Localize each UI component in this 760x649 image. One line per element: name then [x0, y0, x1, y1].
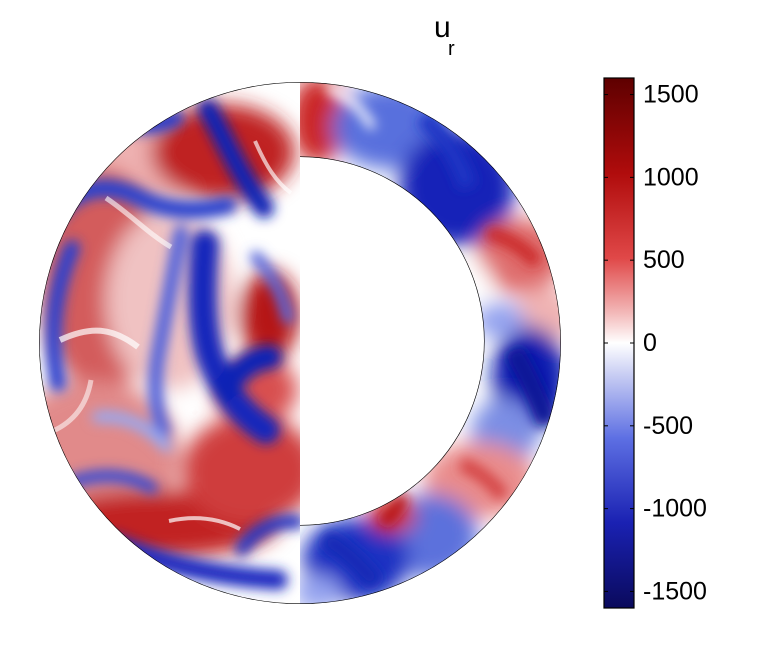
- ring-field: [300, 82, 561, 604]
- left-outline: [39, 82, 301, 604]
- ring-streaks: [319, 84, 557, 590]
- colorbar-tick-label: 500: [643, 246, 685, 274]
- colorbar-tick-label: 0: [643, 329, 657, 357]
- colorbar-tick-label: -500: [643, 412, 693, 440]
- colorbar-tick-label: -1000: [643, 495, 707, 523]
- colorbar-title: u r: [434, 11, 455, 60]
- colorbar-rect: [603, 77, 635, 609]
- title-main: u: [434, 11, 451, 44]
- colorbar-tick-label: 1500: [643, 81, 699, 109]
- colorbar-ticks: 1500 1000 500 0 -500 -1000 -1500: [604, 81, 707, 605]
- title-subscript: r: [448, 38, 455, 60]
- right-shell: [300, 82, 561, 604]
- left-hemisphere: [39, 82, 301, 604]
- colorbar-tick-label: -1500: [643, 577, 707, 605]
- ring-inner-outline: [300, 156, 485, 526]
- left-fine-detail: [51, 140, 293, 531]
- colorbar: 1500 1000 500 0 -500 -1000 -1500: [603, 77, 707, 609]
- colorbar-tick-label: 1000: [643, 163, 699, 191]
- ring-outer-outline: [300, 82, 561, 604]
- left-streaks: [43, 98, 301, 590]
